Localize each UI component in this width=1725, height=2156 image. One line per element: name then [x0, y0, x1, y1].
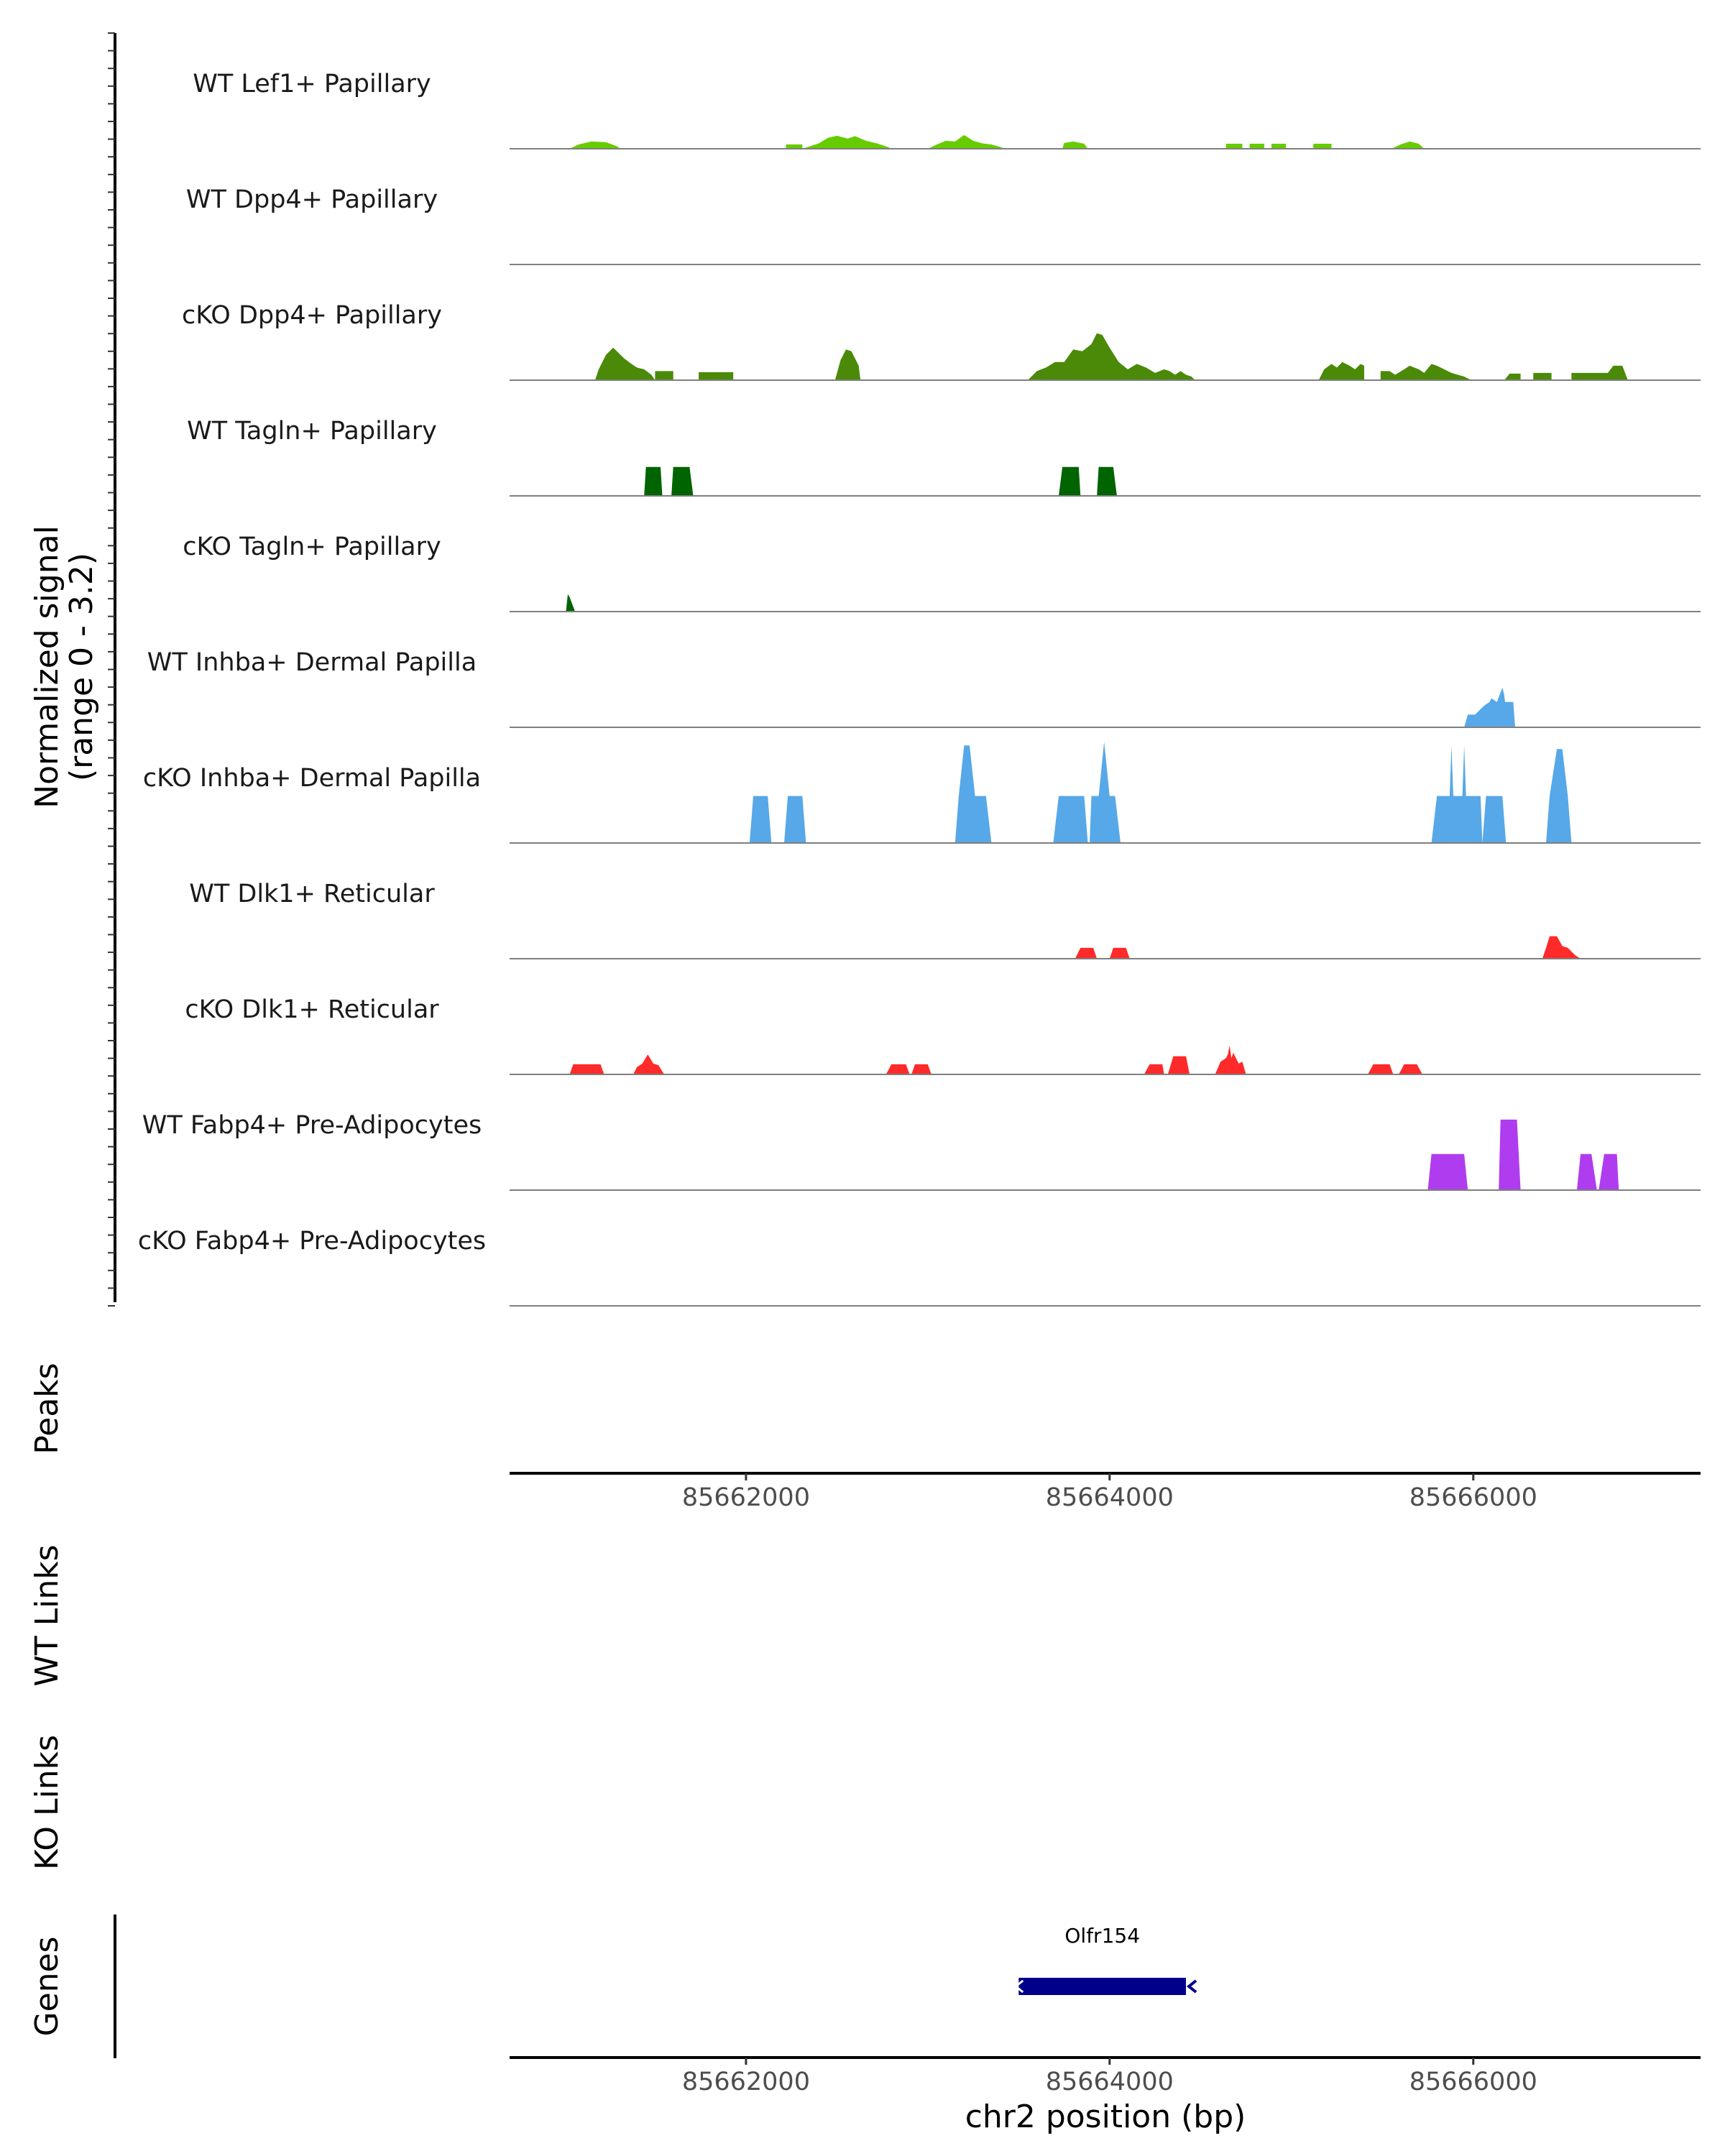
track-signal-area	[644, 466, 1117, 496]
track-label: WT Fabp4+ Pre-Adipocytes	[142, 1111, 482, 1140]
signal-tracks: WT Lef1+ Papillary WT Dpp4+ Papillary cKO …	[138, 70, 1701, 1307]
gene-track: Olfr154	[1013, 1924, 1197, 1995]
track: cKO Fabp4+ Pre-Adipocytes	[138, 1227, 1701, 1307]
track: cKO Inhba+ Dermal Papilla	[143, 742, 1701, 844]
track-signal-area	[1075, 936, 1581, 959]
genes-x-axis-ticks: 85662000 85664000 85666000	[682, 2058, 1537, 2096]
track-signal-area	[1427, 1119, 1619, 1190]
track-signal-area	[1464, 687, 1515, 727]
peaks-title: Peaks	[29, 1363, 65, 1454]
signal-y-axis	[108, 32, 116, 1307]
x-axis-title: chr2 position (bp)	[965, 2099, 1246, 2135]
ko-links-title: KO Links	[29, 1735, 65, 1870]
track-label: WT Lef1+ Papillary	[193, 70, 431, 98]
track-label: WT Dpp4+ Papillary	[186, 185, 438, 214]
track: cKO Tagln+ Papillary	[183, 533, 1701, 612]
genes-title: Genes	[29, 1936, 65, 2036]
track-label: WT Inhba+ Dermal Papilla	[147, 648, 477, 677]
track-signal-area	[569, 134, 1425, 149]
track-label: WT Tagln+ Papillary	[187, 417, 437, 446]
track-label: WT Dlk1+ Reticular	[189, 880, 435, 908]
track-label: cKO Inhba+ Dermal Papilla	[143, 764, 481, 793]
track-signal-area	[566, 594, 576, 612]
track: WT Tagln+ Papillary	[187, 417, 1701, 497]
y-axis-title-line2: (range 0 - 3.2)	[63, 553, 100, 781]
track-label: cKO Tagln+ Papillary	[183, 533, 441, 561]
track-signal-area	[569, 1045, 1422, 1074]
x-tick-label: 85664000	[1046, 2068, 1174, 2096]
gene-name-label: Olfr154	[1064, 1924, 1140, 1948]
gene-body	[1018, 1978, 1186, 1995]
track: WT Inhba+ Dermal Papilla	[147, 648, 1701, 728]
track-signal-area	[594, 333, 1628, 380]
wt-links-title: WT Links	[29, 1544, 65, 1686]
x-tick-label: 85662000	[682, 2068, 810, 2096]
peaks-x-axis-ticks: 85662000 85664000 85666000	[682, 1473, 1537, 1512]
track: WT Dlk1+ Reticular	[189, 880, 1701, 959]
track: cKO Dlk1+ Reticular	[185, 995, 1701, 1075]
strand-arrow-icon	[1186, 1979, 1197, 1994]
track: WT Dpp4+ Papillary	[186, 185, 1701, 265]
track: WT Fabp4+ Pre-Adipocytes	[142, 1111, 1701, 1191]
track: WT Lef1+ Papillary	[193, 70, 1701, 149]
track: cKO Dpp4+ Papillary	[182, 301, 1701, 381]
y-axis-title-line1: Normalized signal	[29, 525, 65, 808]
track-label: cKO Dlk1+ Reticular	[185, 995, 439, 1024]
strand-arrow-icon	[1013, 1979, 1024, 1994]
x-tick-label: 85662000	[682, 1483, 810, 1512]
x-tick-label: 85666000	[1409, 1483, 1537, 1512]
track-label: cKO Dpp4+ Papillary	[182, 301, 442, 330]
track-signal-area	[749, 742, 1572, 843]
x-tick-label: 85664000	[1046, 1483, 1174, 1512]
x-tick-label: 85666000	[1409, 2068, 1537, 2096]
track-label: cKO Fabp4+ Pre-Adipocytes	[138, 1227, 486, 1256]
